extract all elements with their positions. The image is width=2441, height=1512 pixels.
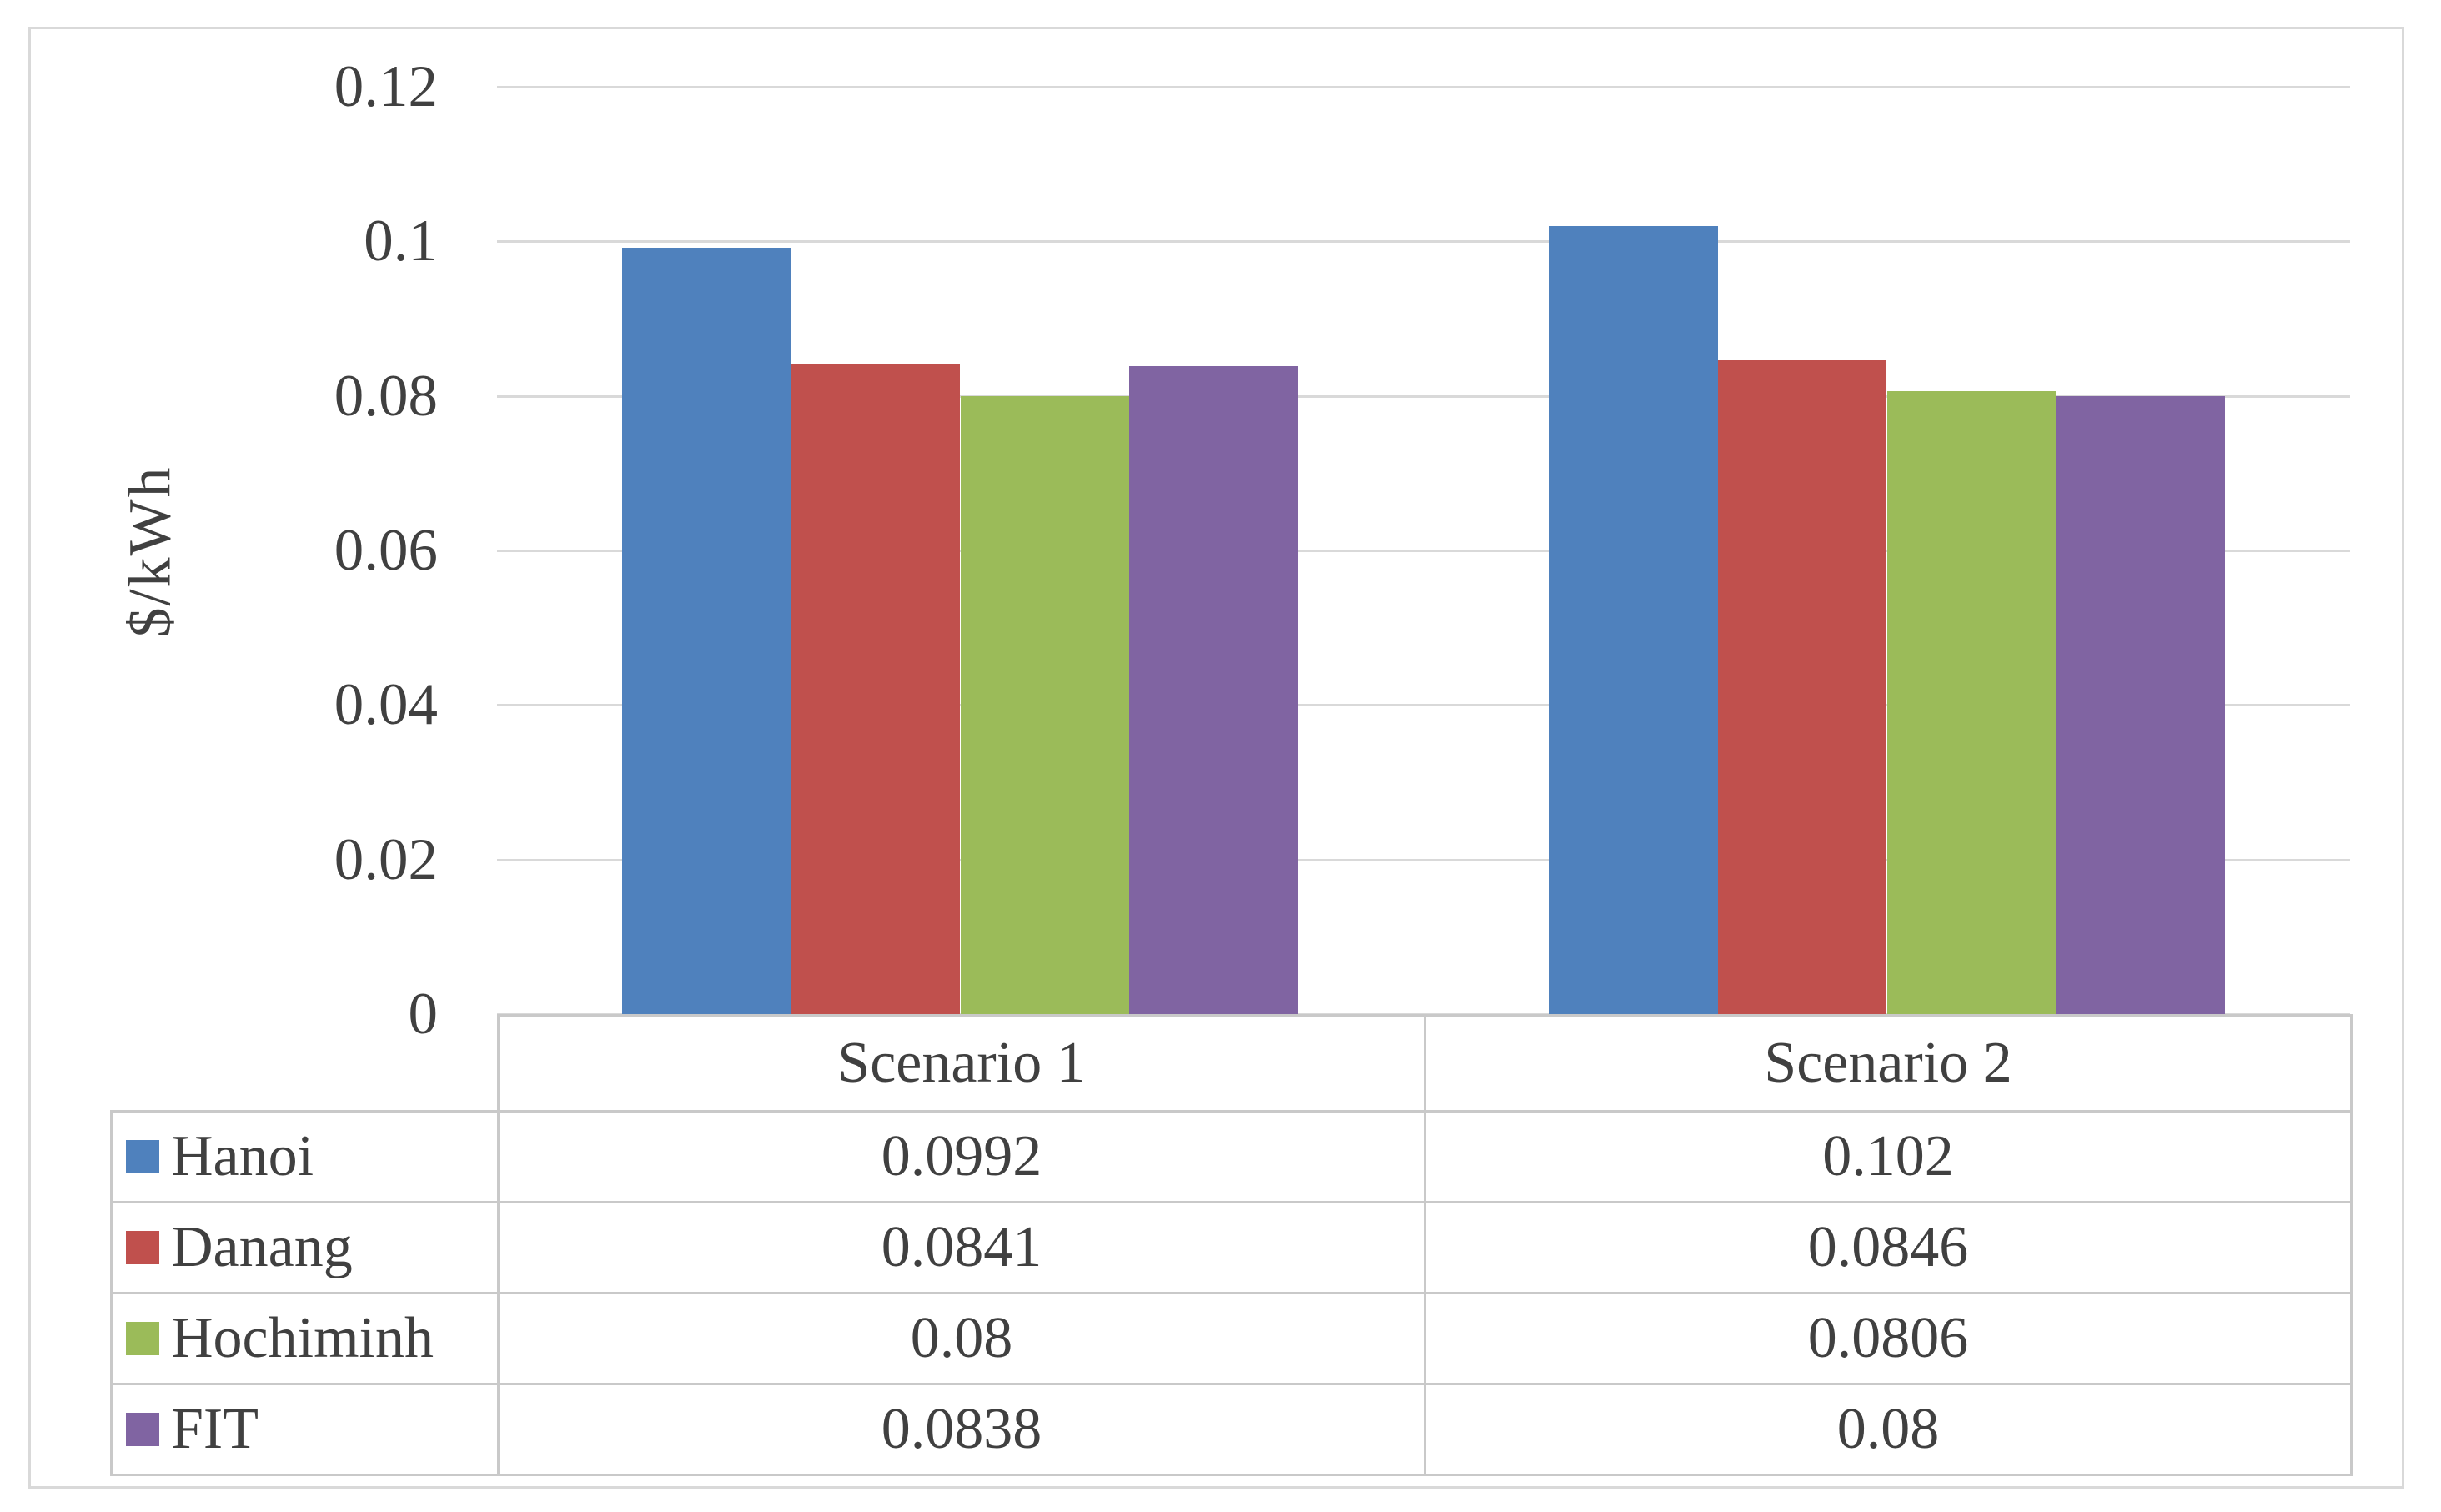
y-tick-label-0.08: 0.08 xyxy=(334,363,438,429)
category-group-2 xyxy=(1424,87,2350,1014)
value-cell-fit-scenario-1: 0.0838 xyxy=(497,1383,1426,1476)
legend-swatch-icon xyxy=(126,1413,159,1446)
y-tick-label-0.12: 0.12 xyxy=(334,54,438,119)
figure-border xyxy=(28,27,2404,1489)
category-header-2: Scenario 2 xyxy=(1424,1014,2353,1113)
bar-fit-scenario-2 xyxy=(2056,395,2226,1014)
bar-fit-scenario-1 xyxy=(1129,366,1299,1014)
bar-danang-scenario-1 xyxy=(791,364,961,1014)
legend-cell-hochiminh: Hochiminh xyxy=(110,1292,500,1385)
legend-entry: Danang xyxy=(113,1214,497,1281)
value-cell-hanoi-scenario-2: 0.102 xyxy=(1424,1110,2353,1203)
legend-entry: FIT xyxy=(113,1396,497,1463)
value-cell-danang-scenario-2: 0.0846 xyxy=(1424,1201,2353,1294)
y-tick-label-0: 0 xyxy=(408,982,439,1047)
table-blank-cell xyxy=(112,1016,499,1112)
bar-hochiminh-scenario-1 xyxy=(960,395,1130,1014)
category-group-1 xyxy=(497,87,1424,1014)
bar-hochiminh-scenario-2 xyxy=(1886,391,2057,1014)
gridline-0.08 xyxy=(497,394,2350,398)
legend-swatch-icon xyxy=(126,1322,159,1355)
legend-label: Hanoi xyxy=(171,1124,314,1188)
bar-danang-scenario-2 xyxy=(1717,360,1887,1014)
legend-entry: Hanoi xyxy=(113,1123,497,1190)
table-row-fit: FIT 0.0838 0.08 xyxy=(110,1383,2353,1476)
gridline-0.12 xyxy=(497,86,2350,88)
table-row-hochiminh: Hochiminh 0.08 0.0806 xyxy=(110,1292,2353,1385)
legend-label: Danang xyxy=(171,1215,353,1279)
legend-entry: Hochiminh xyxy=(113,1305,497,1372)
legend-cell-danang: Danang xyxy=(110,1201,500,1294)
gridline-0.02 xyxy=(497,858,2350,861)
value-cell-hochiminh-scenario-2: 0.0806 xyxy=(1424,1292,2353,1385)
legend-swatch-icon xyxy=(126,1140,159,1173)
table-row-hanoi: Hanoi 0.0992 0.102 xyxy=(110,1110,2353,1203)
bar-hanoi-scenario-1 xyxy=(621,247,791,1014)
legend-cell-hanoi: Hanoi xyxy=(110,1110,500,1203)
table-header-row: Scenario 1 Scenario 2 xyxy=(112,1014,2353,1113)
value-cell-danang-scenario-1: 0.0841 xyxy=(497,1201,1426,1294)
y-tick-label-0.06: 0.06 xyxy=(334,518,438,583)
y-tick-label-0.02: 0.02 xyxy=(334,826,438,892)
gridline-0.1 xyxy=(497,240,2350,244)
gridline-0 xyxy=(497,1013,2350,1016)
bar-hanoi-scenario-2 xyxy=(1548,225,1718,1014)
plot-area xyxy=(497,86,2350,1016)
y-tick-label-0.1: 0.1 xyxy=(364,208,438,274)
y-axis-title-text: $/kWh xyxy=(116,465,183,637)
y-tick-label-0.04: 0.04 xyxy=(334,672,438,738)
legend-cell-fit: FIT xyxy=(110,1383,500,1476)
legend-label: FIT xyxy=(171,1397,259,1461)
legend-swatch-icon xyxy=(126,1231,159,1264)
data-table: Scenario 1 Scenario 2 Hanoi 0.0992 0.102 Dana… xyxy=(110,1014,2353,1476)
value-cell-hanoi-scenario-1: 0.0992 xyxy=(497,1110,1426,1203)
gridline-0.06 xyxy=(497,550,2350,552)
legend-label: Hochiminh xyxy=(171,1306,434,1370)
gridline-0.04 xyxy=(497,704,2350,707)
value-cell-fit-scenario-2: 0.08 xyxy=(1424,1383,2353,1476)
value-cell-hochiminh-scenario-1: 0.08 xyxy=(497,1292,1426,1385)
category-header-1: Scenario 1 xyxy=(497,1014,1426,1113)
table-row-danang: Danang 0.0841 0.0846 xyxy=(110,1201,2353,1294)
